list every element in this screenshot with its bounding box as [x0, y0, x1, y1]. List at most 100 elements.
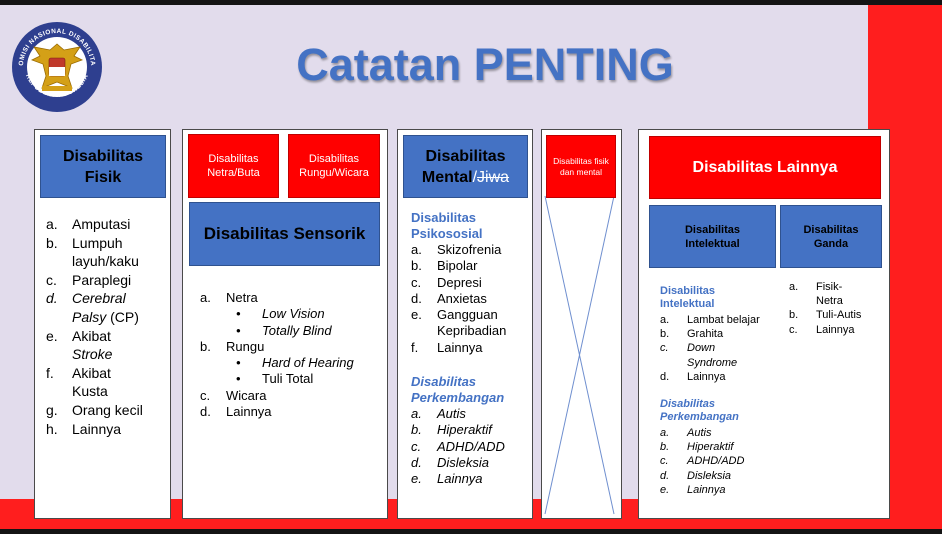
- sub-hard-of-hearing: Hard of Hearing: [226, 355, 385, 372]
- list-text: Netra: [816, 295, 843, 308]
- list-item: Stroke: [46, 345, 171, 364]
- garuda-emblem-icon: KOMISI NASIONAL DISABILITAS REPUBLIK IND…: [7, 15, 104, 114]
- list-marker: c.: [660, 455, 669, 468]
- list-text: Disleksia: [687, 469, 732, 482]
- list-text: Lumpuh: [72, 234, 123, 251]
- crossed-box-label: Disabilitas fisik dan mental: [553, 155, 609, 177]
- card-disabilitas-fisik: Disabilitas Fisik a. Amputasi b. Lumpuh layu…: [34, 129, 171, 519]
- list-marker: c.: [411, 438, 422, 454]
- sensorik-marker-a: a.: [200, 290, 211, 305]
- list-text: Gangguan: [437, 307, 498, 323]
- list-text: Depresi: [437, 274, 482, 290]
- list-item: b. Bipolar: [411, 258, 531, 274]
- list-item: c. Paraplegi: [46, 271, 171, 290]
- header-fisik-line1: Disabilitas: [62, 147, 144, 165]
- rungu-sublist: Hard of Hearing Tuli Total: [200, 355, 385, 388]
- netra-sublist: Low Vision Totally Blind: [200, 306, 385, 339]
- list-item: d. Cerebral: [46, 289, 171, 308]
- sensorik-wicara: Wicara: [226, 387, 267, 403]
- slide-title: Catatan PENTING: [296, 39, 674, 90]
- list-marker: d.: [411, 290, 422, 306]
- list-text: Akibat: [72, 364, 111, 381]
- list-item: f. Lainnya: [411, 340, 531, 356]
- list-item: Kepribadian: [411, 323, 531, 339]
- list-text: Autis: [437, 406, 466, 421]
- list-intelektual: a. Lambat belajar b. Grahita c. Down Syndrome d…: [660, 313, 780, 384]
- button-disabilitas-rungu[interactable]: Disabilitas Rungu/Wicara: [288, 134, 380, 198]
- header-fisik-line2: Fisik: [84, 168, 122, 186]
- list-item: d. Disleksia: [660, 469, 780, 483]
- list-sensorik: a. Netra Low Vision Totally Blind b. Run…: [200, 290, 385, 420]
- list-text: ADHD/ADD: [687, 455, 745, 468]
- list-text: Bipolar: [437, 258, 478, 274]
- list-text: Kepribadian: [437, 323, 507, 339]
- list-text: Akibat: [72, 327, 111, 344]
- list-text: Stroke: [72, 346, 113, 363]
- list-marker: d.: [660, 370, 670, 383]
- sensorik-marker-c: c.: [200, 387, 211, 403]
- list-text: Skizofrenia: [437, 242, 502, 257]
- list-text: layuh/kaku: [72, 253, 139, 270]
- list-item: a. Fisik-: [789, 280, 884, 294]
- list-marker: f.: [46, 364, 54, 381]
- list-item: b. Hiperaktif: [411, 422, 531, 438]
- list-item: g. Orang kecil: [46, 401, 171, 420]
- list-marker: a.: [411, 406, 422, 421]
- list-marker: b.: [660, 441, 670, 454]
- list-item: a. Lambat belajar: [660, 313, 780, 327]
- list-item: c. Down: [660, 341, 780, 355]
- list-item: c. Lainnya: [789, 323, 884, 337]
- list-text: Lainnya: [437, 339, 483, 355]
- lainnya-perkembangan-title: Disabilitas Perkembangan: [660, 398, 739, 424]
- sensorik-marker-d: d.: [200, 404, 211, 420]
- list-lainnya-perkembangan: a. Autis b. Hiperaktif c. ADHD/ADD d. Disleksia…: [660, 426, 780, 497]
- list-marker: g.: [46, 401, 58, 418]
- header-disabilitas-fisik: Disabilitas Fisik: [40, 135, 166, 198]
- ganda-btn-label: Disabilitas Ganda: [803, 223, 859, 250]
- sensorik-netra: Netra: [226, 290, 258, 305]
- list-text: Hiperaktif: [437, 422, 492, 438]
- list-item: h. Lainnya: [46, 420, 171, 439]
- box-disabilitas-fisik-mental: Disabilitas fisik dan mental: [546, 135, 616, 198]
- list-text: Lainnya: [437, 471, 483, 487]
- sub-tuli-total: Tuli Total: [226, 371, 385, 388]
- list-psikososial: a. Skizofrenia b. Bipolar c. Depresi d. Anxieta…: [411, 242, 531, 356]
- rungu-btn-label: Disabilitas Rungu/Wicara: [299, 153, 369, 179]
- list-text: Lambat belajar: [687, 314, 760, 326]
- sub-totally-blind: Totally Blind: [226, 323, 385, 340]
- header-disabilitas-sensorik: Disabilitas Sensorik: [189, 202, 380, 266]
- intelektual-title-line2: Intelektual: [660, 298, 715, 310]
- list-item: e. Gangguan: [411, 307, 531, 323]
- list-marker: c.: [660, 342, 669, 355]
- list-item: Palsy (CP): [46, 308, 171, 327]
- list-text: Palsy: [72, 308, 107, 325]
- list-item: Kusta: [46, 382, 171, 401]
- perkembangan-title: Disabilitas Perkembangan: [411, 374, 504, 406]
- header-mental-line2: Mental/Jiwa: [421, 168, 510, 186]
- button-disabilitas-intelektual[interactable]: Disabilitas Intelektual: [649, 205, 776, 268]
- list-item: e. Lainnya: [411, 471, 531, 487]
- list-marker: b.: [789, 309, 799, 322]
- netra-btn-label: Disabilitas Netra/Buta: [207, 153, 260, 179]
- list-marker: d.: [46, 290, 58, 307]
- sensorik-item-d: d. Lainnya: [200, 404, 385, 420]
- list-item: c. ADHD/ADD: [660, 454, 780, 468]
- list-item: f. Akibat: [46, 364, 171, 383]
- button-disabilitas-netra[interactable]: Disabilitas Netra/Buta: [188, 134, 279, 198]
- list-marker: c.: [46, 271, 57, 288]
- button-disabilitas-ganda[interactable]: Disabilitas Ganda: [780, 205, 882, 268]
- card-disabilitas-sensorik: Disabilitas Netra/Buta Disabilitas Rungu…: [182, 129, 388, 519]
- list-text: Hiperaktif: [687, 441, 734, 454]
- slide: KOMISI NASIONAL DISABILITAS REPUBLIK IND…: [0, 5, 942, 529]
- list-item: a. Amputasi: [46, 215, 171, 234]
- psikososial-title-line2: Psikososial: [411, 226, 483, 241]
- list-marker: c.: [789, 323, 798, 336]
- intelektual-title-line1: Disabilitas: [660, 285, 716, 297]
- list-item: d. Disleksia: [411, 455, 531, 471]
- list-text: Lainnya: [816, 323, 855, 336]
- list-marker: h.: [46, 420, 58, 437]
- list-text: Grahita: [687, 328, 724, 341]
- list-text: Syndrome: [687, 356, 738, 369]
- list-marker: a.: [411, 242, 422, 257]
- list-marker: d.: [660, 469, 670, 482]
